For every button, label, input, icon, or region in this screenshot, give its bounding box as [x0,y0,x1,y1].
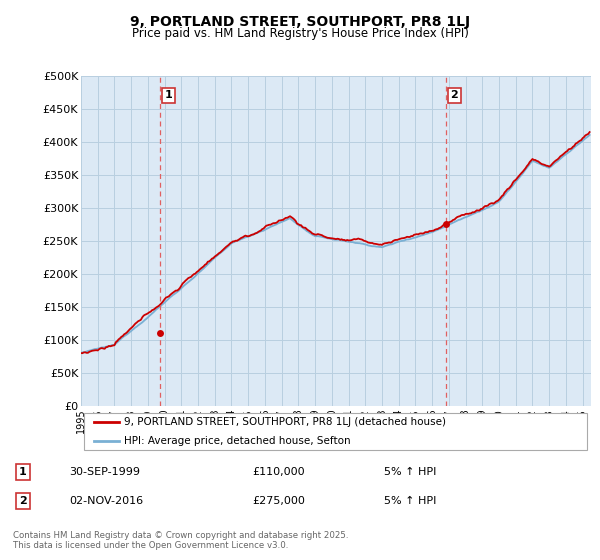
Text: £275,000: £275,000 [252,496,305,506]
Text: 1: 1 [19,467,26,477]
Text: 9, PORTLAND STREET, SOUTHPORT, PR8 1LJ (detached house): 9, PORTLAND STREET, SOUTHPORT, PR8 1LJ (… [124,417,446,427]
Text: Contains HM Land Registry data © Crown copyright and database right 2025.
This d: Contains HM Land Registry data © Crown c… [13,531,349,550]
Text: 2: 2 [451,90,458,100]
Text: HPI: Average price, detached house, Sefton: HPI: Average price, detached house, Seft… [124,436,351,446]
Text: 02-NOV-2016: 02-NOV-2016 [69,496,143,506]
Text: 2: 2 [19,496,26,506]
Text: 1: 1 [164,90,172,100]
Text: 30-SEP-1999: 30-SEP-1999 [69,467,140,477]
FancyBboxPatch shape [83,413,587,450]
Text: 5% ↑ HPI: 5% ↑ HPI [384,496,436,506]
Text: 5% ↑ HPI: 5% ↑ HPI [384,467,436,477]
Text: 9, PORTLAND STREET, SOUTHPORT, PR8 1LJ: 9, PORTLAND STREET, SOUTHPORT, PR8 1LJ [130,15,470,29]
Text: £110,000: £110,000 [252,467,305,477]
Text: Price paid vs. HM Land Registry's House Price Index (HPI): Price paid vs. HM Land Registry's House … [131,27,469,40]
